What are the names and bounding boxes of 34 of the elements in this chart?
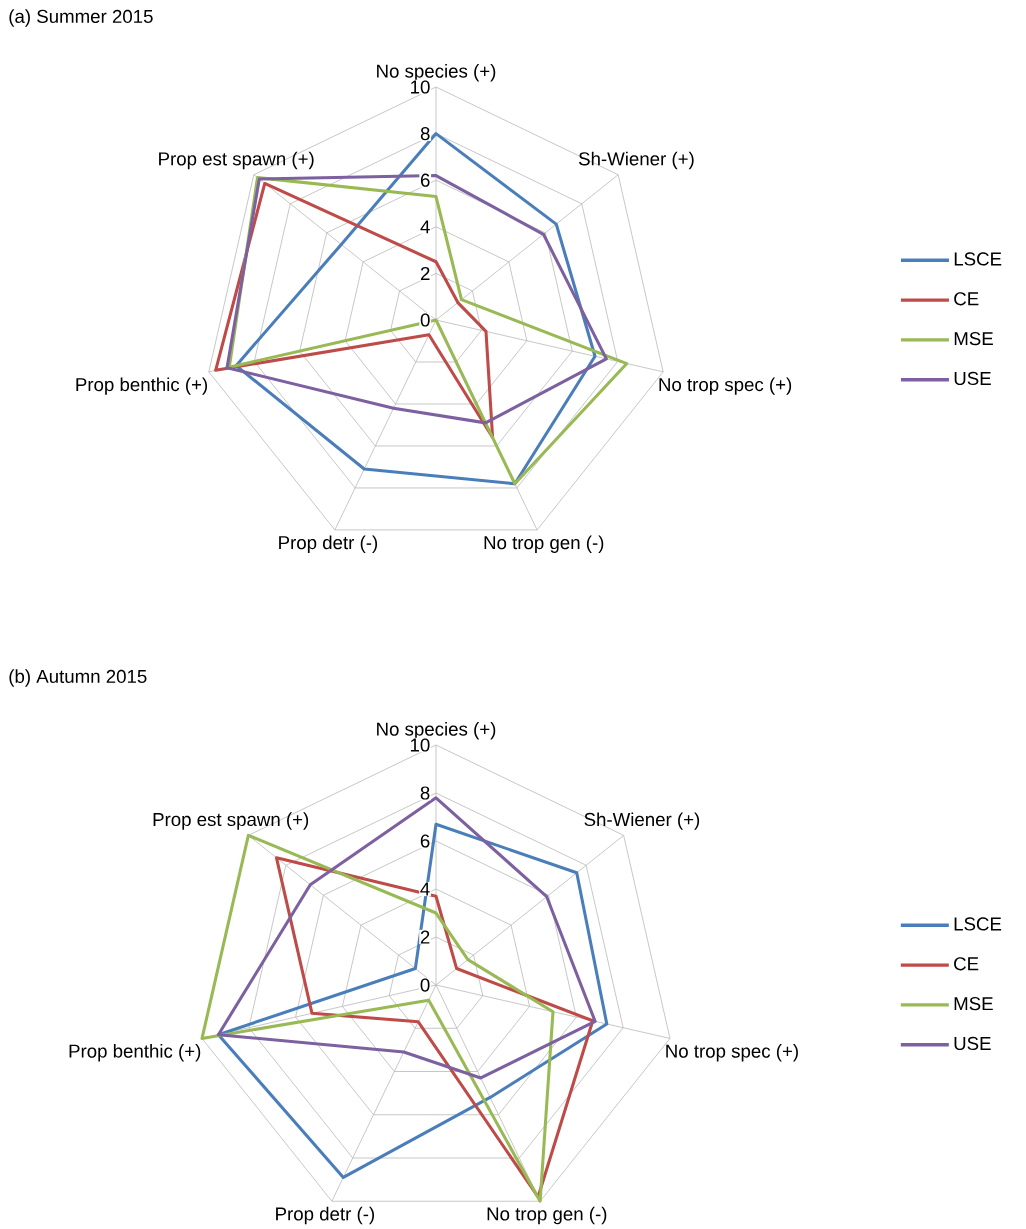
- spoke-label: Prop detr (-): [279, 535, 378, 553]
- y-tick-label: 8: [420, 126, 430, 141]
- y-tick-label: 4: [420, 220, 430, 234]
- chart-title: (a) Summer 2015: [9, 9, 153, 27]
- spoke-label: No trop gen (-): [487, 1206, 607, 1225]
- y-tick-label: 6: [420, 834, 430, 848]
- legend-label: CE: [954, 957, 979, 971]
- y-tick-label: 8: [420, 786, 430, 800]
- spoke-label: Sh-Wiener (+): [584, 812, 700, 830]
- spoke-label: No trop gen (-): [484, 535, 604, 553]
- y-tick-label: 2: [420, 266, 430, 280]
- y-tick-label: 4: [420, 882, 430, 896]
- y-tick-label: 6: [420, 173, 430, 187]
- y-tick-label: 0: [420, 978, 430, 992]
- spoke-label: Prop benthic (+): [69, 1044, 201, 1062]
- legend-label: MSE: [954, 997, 993, 1011]
- spoke-label: Sh-Wiener (+): [578, 151, 694, 170]
- spoke-label: No trop spec (+): [659, 377, 792, 395]
- legend-label: MSE: [954, 331, 993, 346]
- legend-label: USE: [954, 1036, 991, 1051]
- spoke-label: Prop est spawn (+): [159, 151, 314, 170]
- spoke-label: Prop benthic (+): [76, 377, 208, 395]
- spoke-label: No trop spec (+): [666, 1044, 798, 1062]
- chart-title: (b) Autumn 2015: [9, 669, 147, 687]
- y-tick-label: 0: [420, 313, 430, 327]
- legend-label: USE: [954, 371, 991, 386]
- y-tick-label: 2: [420, 930, 430, 944]
- legend-label: CE: [954, 292, 979, 306]
- spoke-label: Prop detr (-): [276, 1206, 375, 1225]
- legend-label: LSCE: [954, 252, 1002, 266]
- y-tick-label: 10: [410, 738, 430, 752]
- y-tick-label: 10: [411, 80, 430, 94]
- spoke-label: Prop est spawn (+): [153, 812, 309, 830]
- legend-label: LSCE: [954, 917, 1002, 931]
